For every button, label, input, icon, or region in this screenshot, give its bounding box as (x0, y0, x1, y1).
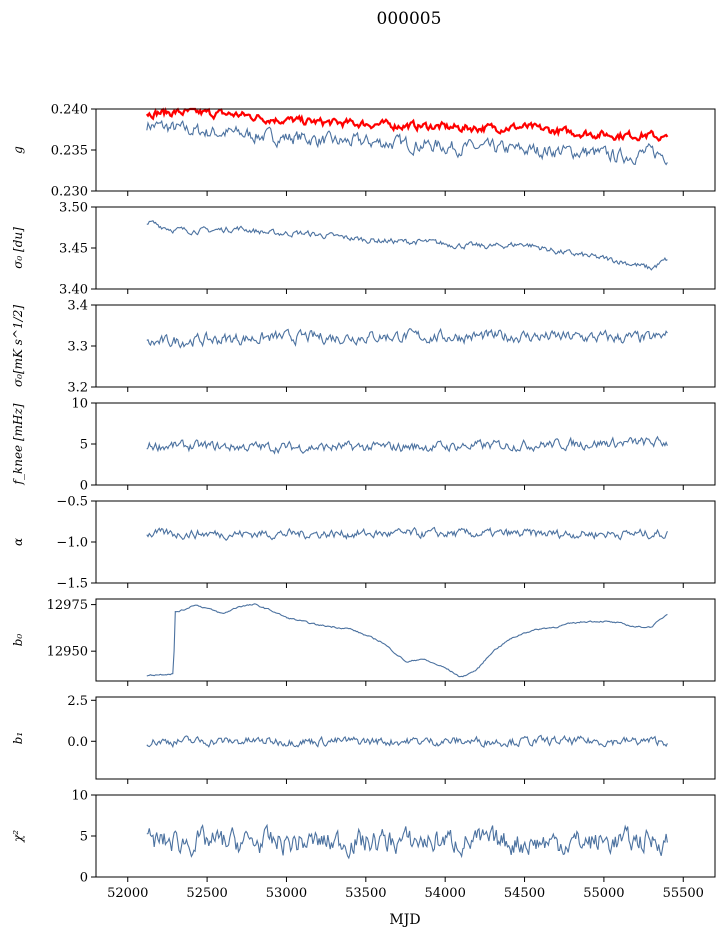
y-tick-label: 0 (80, 871, 88, 886)
axes-frame-chi2 (95, 794, 716, 878)
series-line-b0-0 (146, 603, 668, 678)
y-tick-label: 3.45 (59, 242, 88, 257)
y-tick-label: 3.50 (59, 201, 88, 216)
series-line-fknee-0 (146, 435, 668, 455)
x-tick-label: 52500 (186, 886, 227, 901)
series-line-sigma0_mk-0 (146, 327, 668, 349)
axes-frame-alpha (95, 500, 716, 584)
y-tick-label: 3.4 (67, 299, 88, 314)
panel-b0: 12950 12975 b₀ (11, 598, 716, 686)
y-axis-label-b1: b₁ (11, 732, 25, 745)
panel-sigma0_mk: 3.2 3.3 3.4 σ₀[mK s^1/2] (11, 299, 716, 396)
y-tick-label: 3.3 (67, 340, 88, 355)
y-tick-label: 0.235 (51, 144, 88, 159)
y-axis-label-alpha: α (11, 538, 25, 546)
axes-frame-sigma0_du (95, 206, 716, 290)
series-line-g-1 (145, 107, 669, 142)
y-tick-label: 5 (80, 438, 88, 453)
x-tick-label: 54000 (424, 886, 465, 901)
x-axis-label: MJD (389, 912, 420, 928)
y-axis-label-chi2: χ² (11, 830, 25, 843)
y-tick-label: −1.5 (56, 577, 88, 592)
y-tick-label: 0.230 (51, 185, 88, 200)
x-tick-label: 55500 (663, 886, 704, 901)
y-axis-label-sigma0_mk: σ₀[mK s^1/2] (11, 305, 25, 387)
y-tick-label: −0.5 (56, 495, 88, 510)
figure-title: 000005 (377, 9, 442, 29)
y-tick-label: 3.2 (67, 381, 88, 396)
y-tick-label: 0.0 (67, 735, 88, 750)
x-tick-label: 55000 (583, 886, 624, 901)
panel-g: 0.230 0.235 0.240 g (11, 103, 716, 200)
series-line-g-0 (146, 119, 668, 166)
panel-chi2: 0 5 10 52000 52500 53000 53500 54000 54500 55000 5… (11, 789, 716, 901)
axes-frame-b0 (95, 598, 716, 682)
panel-fknee: 0 5 10 f_knee [mHz] (11, 397, 716, 494)
series-line-sigma0_du-0 (146, 220, 668, 271)
y-tick-label: 12950 (47, 645, 88, 660)
x-tick-label: 54500 (504, 886, 545, 901)
y-axis-label-b0: b₀ (11, 634, 25, 647)
y-tick-label: 0.240 (51, 103, 88, 118)
axes-frame-g (95, 108, 716, 192)
panel-alpha: −1.5 −1.0 −0.5 α (11, 495, 716, 592)
axes-frame-sigma0_mk (95, 304, 716, 388)
y-axis-label-fknee: f_knee [mHz] (11, 403, 25, 485)
y-tick-label: 0 (80, 479, 88, 494)
axes-frame-b1 (95, 696, 716, 780)
y-tick-label: 10 (71, 397, 88, 412)
y-axis-label-sigma0_du: σ₀ [du] (11, 227, 25, 269)
y-tick-label: 3.40 (59, 283, 88, 298)
x-tick-label: 53000 (266, 886, 307, 901)
y-tick-label: 12975 (47, 598, 88, 613)
series-line-chi2-0 (146, 823, 668, 860)
panel-b1: 0.0 2.5 b₁ (11, 694, 716, 784)
x-tick-label: 52000 (107, 886, 148, 901)
x-tick-label: 53500 (345, 886, 386, 901)
series-line-alpha-0 (146, 526, 668, 541)
y-tick-label: 5 (80, 830, 88, 845)
panel-sigma0_du: 3.40 3.45 3.50 σ₀ [du] (11, 201, 716, 298)
y-tick-label: 2.5 (67, 694, 88, 709)
y-axis-label-g: g (11, 146, 25, 154)
series-line-b1-0 (146, 734, 668, 749)
y-tick-label: 10 (71, 789, 88, 804)
y-tick-label: −1.0 (56, 536, 88, 551)
